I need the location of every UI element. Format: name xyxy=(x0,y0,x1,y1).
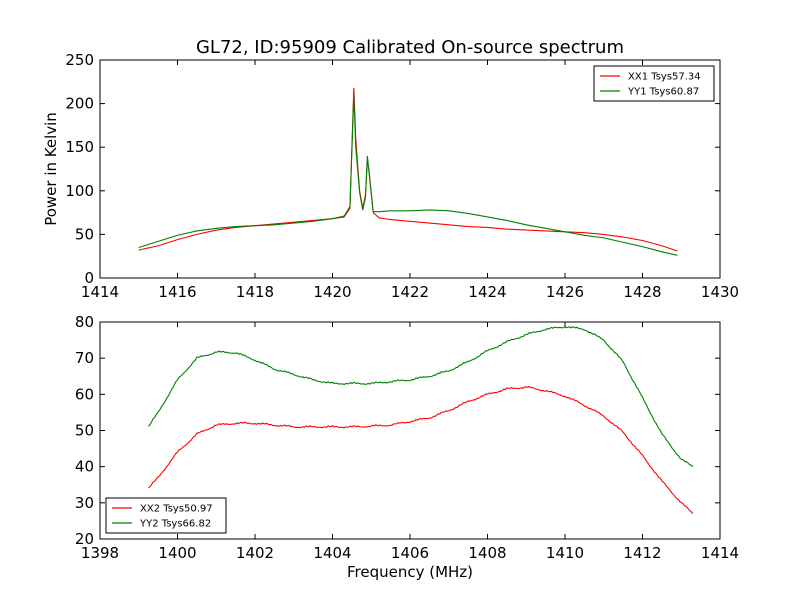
x-axis-label: Frequency (MHz) xyxy=(347,563,473,581)
series-line-yy2 xyxy=(148,326,694,468)
x-tick-label: 1406 xyxy=(391,544,429,562)
x-tick-label: 1430 xyxy=(701,283,739,301)
y-tick-label: 40 xyxy=(75,458,94,476)
y-tick-label: 80 xyxy=(75,313,94,331)
y-tick-label: 0 xyxy=(84,269,94,287)
x-tick-label: 1426 xyxy=(546,283,584,301)
x-tick-label: 1398 xyxy=(81,544,119,562)
y-tick-label: 100 xyxy=(65,182,94,200)
x-tick-label: 1408 xyxy=(468,544,506,562)
y-tick-label: 50 xyxy=(75,225,94,243)
bottom-panel: 1398 1400 1402 1404 1406 1408 1410 1412 1414 20 30… xyxy=(75,313,739,581)
legend-label: YY2 Tsys66.82 xyxy=(139,519,211,530)
x-tick-label: 1420 xyxy=(313,283,351,301)
x-tick-label: 1416 xyxy=(158,283,196,301)
x-tick-label: 1422 xyxy=(391,283,429,301)
y-tick-label: 70 xyxy=(75,349,94,367)
x-tick-label: 1428 xyxy=(623,283,661,301)
top-panel: 1414 1416 1418 1420 1422 1424 1426 1428 1430 0 50 1… xyxy=(42,51,739,301)
x-tick-label: 1414 xyxy=(81,283,119,301)
legend-label: XX1 Tsys57.34 xyxy=(628,72,701,83)
y-tick-label: 60 xyxy=(75,385,94,403)
x-tick-label: 1400 xyxy=(158,544,196,562)
x-tick-label: 1402 xyxy=(236,544,274,562)
x-tick-label: 1418 xyxy=(236,283,274,301)
legend-label: YY1 Tsys60.87 xyxy=(627,87,699,98)
y-tick-label: 30 xyxy=(75,494,94,512)
legend: XX2 Tsys50.97 YY2 Tsys66.82 xyxy=(105,497,227,534)
series-line-xx2 xyxy=(148,385,694,515)
chart-title: GL72, ID:95909 Calibrated On-source spec… xyxy=(196,37,624,58)
x-tick-label: 1412 xyxy=(623,544,661,562)
y-axis-label: Power in Kelvin xyxy=(42,112,60,226)
y-tick-label: 20 xyxy=(75,530,94,548)
y-tick-label: 250 xyxy=(65,51,94,69)
legend-box xyxy=(593,65,715,102)
legend: XX1 Tsys57.34 YY1 Tsys60.87 xyxy=(593,65,715,102)
series-line-yy1 xyxy=(138,94,678,256)
series-line-xx1 xyxy=(138,87,678,252)
y-tick-label: 50 xyxy=(75,422,94,440)
y-tick-label: 150 xyxy=(65,138,94,156)
x-tick-label: 1410 xyxy=(546,544,584,562)
x-tick-label: 1404 xyxy=(313,544,351,562)
legend-label: XX2 Tsys50.97 xyxy=(140,504,213,515)
y-tick-label: 200 xyxy=(65,95,94,113)
x-tick-label: 1414 xyxy=(701,544,739,562)
legend-box xyxy=(105,497,227,534)
x-tick-label: 1424 xyxy=(468,283,506,301)
